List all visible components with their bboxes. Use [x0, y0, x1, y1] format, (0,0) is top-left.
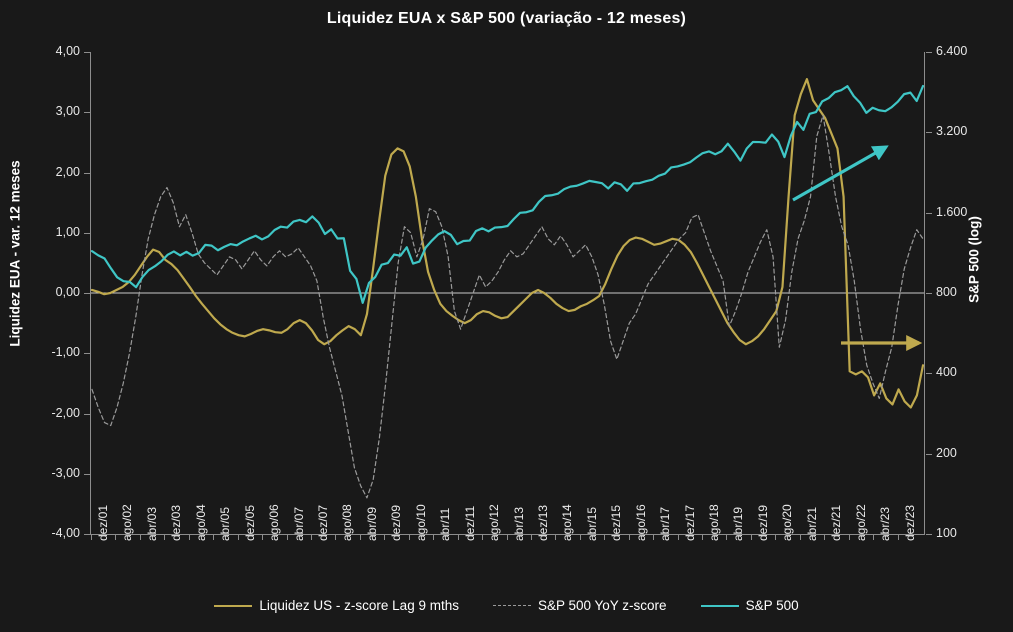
x-axis-tick-mark	[799, 535, 801, 540]
x-axis-tick-mark	[286, 535, 288, 540]
y-right-tick-mark	[926, 534, 932, 535]
legend-label: S&P 500 YoY z-score	[537, 598, 667, 613]
x-axis-tick-mark	[848, 535, 850, 540]
legend-item[interactable]: Liquidez US - z-score Lag 9 mths	[214, 598, 459, 613]
chart-title: Liquidez EUA x S&P 500 (variação - 12 me…	[326, 10, 687, 27]
y-left-tick: -2,00	[51, 405, 81, 420]
y-right-tick-mark	[926, 52, 932, 53]
series-sp500-price	[91, 84, 924, 304]
y-left-tick: 1,00	[55, 224, 80, 239]
x-axis-tick-mark	[873, 535, 875, 540]
sp500-uptrend-arrow	[792, 145, 889, 202]
y-right-tick: 3.200	[936, 124, 968, 139]
x-axis-tick-mark	[115, 535, 117, 540]
legend-label: Liquidez US - z-score Lag 9 mths	[259, 598, 459, 613]
x-axis-tick-mark	[237, 535, 239, 540]
y-left-tick: 2,00	[55, 164, 80, 179]
y-right-tick: 800	[936, 285, 957, 299]
x-axis-tick-mark	[897, 535, 899, 540]
x-axis-tick-mark	[213, 535, 215, 540]
y-left-tick-mark	[84, 473, 90, 475]
legend-swatch	[214, 604, 253, 607]
y-right-tick: 200	[936, 445, 957, 460]
x-axis-tick-mark	[433, 535, 435, 540]
legend-item[interactable]: S&P 500 YoY z-score	[492, 598, 667, 613]
y-left-tick-mark	[84, 534, 90, 535]
x-axis-tick-mark	[139, 535, 141, 540]
x-axis-tick-mark	[750, 535, 752, 540]
y-left-tick: 3,00	[55, 104, 80, 119]
series-sp500-yoy-zscore	[91, 114, 924, 499]
y-left-tick-mark	[84, 112, 90, 114]
y-left-tick-mark	[84, 172, 90, 174]
y-right-tick-mark	[926, 373, 932, 375]
x-axis-tick-mark	[555, 535, 557, 540]
plot-svg	[91, 78, 924, 499]
y-right-tick: 100	[936, 526, 957, 540]
legend-swatch	[700, 604, 739, 607]
y-left-tick: -4,00	[51, 526, 81, 540]
y-left-tick-mark	[84, 293, 90, 294]
y-right-tick: 400	[936, 365, 957, 380]
x-axis-tick-mark	[164, 535, 166, 540]
x-axis-tick-mark	[628, 535, 630, 540]
x-axis-tick-mark	[91, 535, 92, 540]
y-left-tick: -1,00	[51, 345, 81, 360]
y-right-tick-mark	[926, 212, 932, 214]
y-left-tick: -3,00	[51, 465, 81, 480]
x-axis-tick-mark	[310, 535, 312, 540]
x-axis-tick-mark	[726, 535, 728, 540]
x-axis-tick-mark	[604, 535, 606, 540]
plot-area	[90, 52, 925, 535]
x-axis-tick-mark	[677, 535, 679, 540]
x-axis-tick-mark	[506, 535, 508, 540]
y-right-tick: 1.600	[936, 204, 968, 219]
x-axis-tick-mark	[335, 535, 337, 540]
x-axis-tick-mark	[579, 535, 581, 540]
x-axis-tick-mark	[262, 535, 264, 540]
y-right-tick-mark	[926, 132, 932, 134]
x-axis-tick-mark	[775, 535, 777, 540]
y-left-tick-mark	[84, 413, 90, 415]
y-axis-right-title: S&P 500 (log)	[966, 216, 982, 303]
y-axis-left-title: Liquidez EUA - var. 12 meses	[7, 160, 23, 347]
x-axis-tick-mark	[359, 535, 361, 540]
y-left-tick: 4,00	[55, 44, 80, 58]
x-axis-tick-mark	[482, 535, 484, 540]
legend-label: S&P 500	[745, 598, 799, 613]
legend-swatch	[492, 605, 531, 606]
y-left-tick-mark	[84, 52, 90, 53]
x-axis-tick-mark	[824, 535, 826, 540]
y-right-tick-mark	[926, 293, 932, 294]
y-left-tick-mark	[84, 353, 90, 355]
chart-legend: Liquidez US - z-score Lag 9 mths S&P 500 …	[0, 598, 1013, 613]
series-liquidity-zscore	[91, 78, 924, 409]
x-axis-tick-mark	[653, 535, 655, 540]
x-axis-tick-mark	[408, 535, 410, 540]
y-right-tick-mark	[926, 453, 932, 455]
y-right-tick: 6.400	[936, 44, 968, 58]
x-axis-tick-mark	[384, 535, 386, 540]
y-left-tick-mark	[84, 232, 90, 234]
legend-item[interactable]: S&P 500	[700, 598, 799, 613]
x-axis-tick-mark	[530, 535, 532, 540]
x-axis-tick-mark	[457, 535, 459, 540]
y-left-tick: 0,00	[55, 285, 80, 299]
x-axis-tick-mark	[702, 535, 704, 540]
x-axis-tick-mark	[188, 535, 190, 540]
